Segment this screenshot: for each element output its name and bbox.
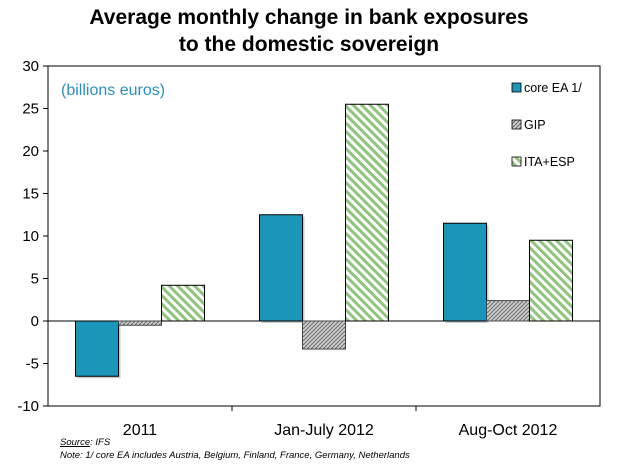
plot-area: -10 -5 0 5 10 15 20 25 30 2011 Jan-July 2012 Aug-Oc… [17,58,601,439]
bar-solid [443,222,487,322]
legend-label: core EA 1/ [524,81,582,95]
bar-solid [259,214,303,322]
chart-title: Average monthly change in bank exposures… [0,4,618,58]
bar-crosshatch [486,300,530,322]
y-tick-label: 30 [22,58,39,75]
source-value: : IFS [90,437,111,448]
chart-title-line-2: to the domestic sovereign [178,33,440,56]
unit-label: (billions euros) [61,82,165,99]
bar-diagonal [161,284,205,322]
y-tick-label: 10 [22,228,39,245]
source-label: Source [60,437,91,448]
y-tick-label: 15 [22,186,39,203]
source-note: Source: IFS [60,437,110,448]
legend-swatch [511,119,522,130]
y-tick-label: 20 [22,143,39,160]
bar-diagonal [529,239,573,322]
y-tick-label: -10 [17,398,39,415]
legend-label: ITA+ESP [524,155,575,169]
x-tick-label: Aug-Oct 2012 [459,422,558,439]
legend-swatch [511,82,522,93]
y-tick-label: 25 [22,101,39,118]
y-tick-label: 5 [31,271,39,288]
bar-diagonal [345,103,389,322]
legend-label: GIP [524,118,546,132]
bar-solid [75,320,119,377]
legend-swatch [511,156,522,167]
footnote: Note: 1/ core EA includes Austria, Belgi… [60,450,410,461]
x-tick-label: 2011 [123,422,158,439]
plot-frame [47,65,601,407]
y-tick-label: 0 [31,313,39,330]
x-tick-label: Jan-July 2012 [274,422,374,439]
bar-crosshatch [302,320,346,350]
legend: core EA 1/GIP ITA+ESP [511,81,582,169]
y-tick-label: -5 [26,356,39,373]
chart-title-line-1: Average monthly change in bank exposures [89,6,529,29]
bar-crosshatch [118,320,162,326]
